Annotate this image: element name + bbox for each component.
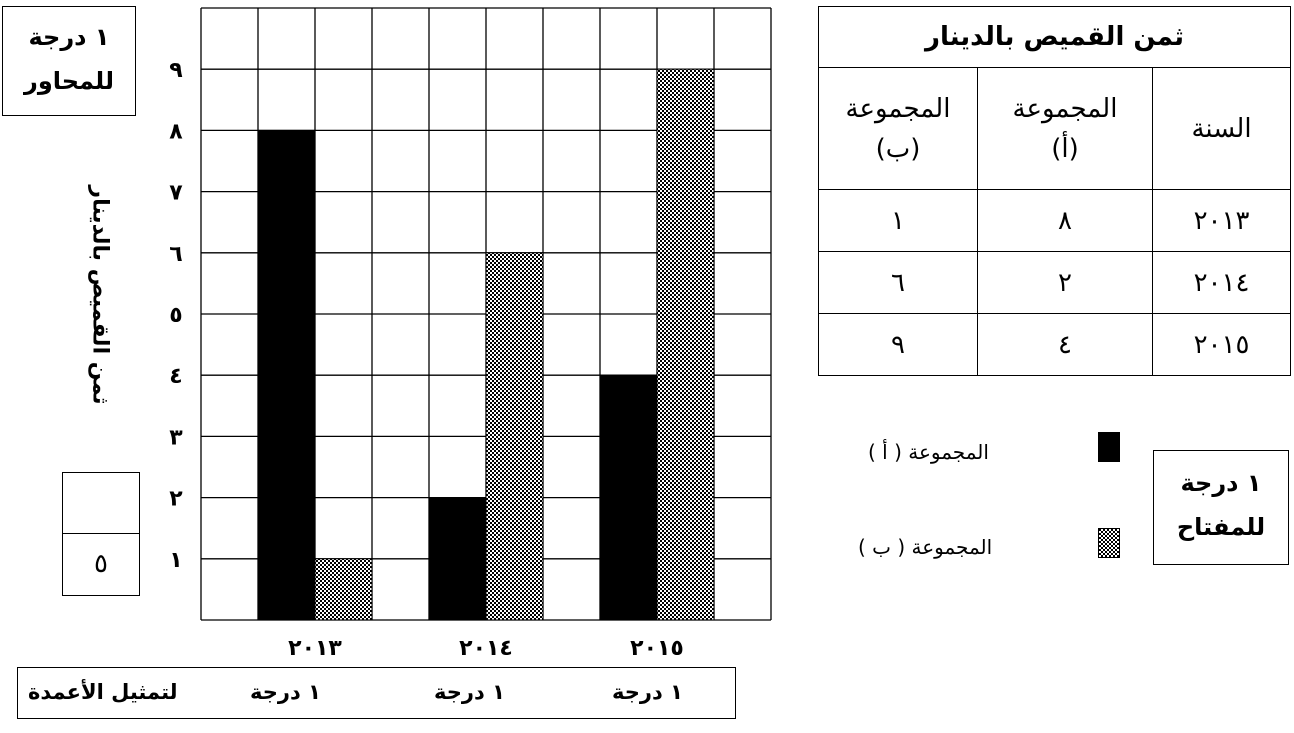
score-box-top: [63, 473, 139, 534]
bar-b-0: [314, 558, 373, 621]
legend-grade-box: ١ درجة للمفتاح: [1153, 450, 1289, 565]
table-row: ٢٠١٤ ٢ ٦: [818, 251, 1291, 314]
key-grade-line1: ١ درجة: [1180, 469, 1262, 497]
chart-bars: [257, 68, 715, 621]
y-tick-label: ١: [169, 548, 182, 573]
legend-label-b: المجموعة ( ب ): [858, 535, 993, 559]
x-axis-categories: ٢٠١٣ ٢٠١٤ ٢٠١٥: [288, 636, 684, 661]
bar-b-1: [485, 252, 544, 621]
bar-b-2: [656, 68, 715, 621]
table-col-a-line1: المجموعة: [1012, 93, 1118, 124]
table-col-b: المجموعة (ب): [818, 67, 978, 190]
table-cell-b: ٦: [818, 251, 978, 314]
price-table: ثمن القميص بالدينار السنة المجموعة (أ) ا…: [818, 6, 1291, 376]
y-tick-label: ٧: [169, 181, 183, 206]
bar-a-1: [428, 497, 487, 621]
table-cell-year: ٢٠١٥: [1152, 313, 1291, 376]
table-col-a-line2: (أ): [1051, 133, 1079, 164]
y-tick-label: ٣: [169, 425, 183, 450]
table-cell-a: ٤: [977, 313, 1153, 376]
bars-grade-strip: لتمثيل الأعمدة ١ درجة ١ درجة ١ درجة: [17, 667, 736, 719]
grade-2013: ١ درجة: [250, 680, 321, 704]
x-category-label: ٢٠١٣: [288, 636, 342, 661]
table-cell-year: ٢٠١٣: [1152, 189, 1291, 252]
bars-grade-label: لتمثيل الأعمدة: [28, 680, 178, 704]
y-tick-label: ٢: [169, 487, 183, 512]
table-col-b-line1: المجموعة: [845, 93, 951, 124]
table-cell-b: ٩: [818, 313, 978, 376]
score-box: ٥: [62, 472, 140, 596]
legend-label-a: المجموعة ( أ ): [868, 440, 989, 464]
bar-a-0: [257, 129, 316, 621]
score-box-value: ٥: [94, 549, 108, 579]
legend-swatch-a: [1098, 432, 1120, 462]
table-cell-a: ٨: [977, 189, 1153, 252]
axis-grade-line1: ١ درجة: [28, 23, 110, 51]
table-cell-a: ٢: [977, 251, 1153, 314]
y-tick-label: ٤: [169, 364, 182, 389]
table-title: ثمن القميص بالدينار: [818, 6, 1291, 68]
bar-a-2: [599, 374, 658, 621]
y-tick-label: ٩: [169, 58, 182, 83]
grade-2015: ١ درجة: [612, 680, 683, 704]
table-col-a: المجموعة (أ): [977, 67, 1153, 190]
x-category-label: ٢٠١٤: [459, 636, 513, 661]
grade-2014: ١ درجة: [434, 680, 505, 704]
table-cell-b: ١: [818, 189, 978, 252]
table-col-year: السنة: [1152, 67, 1291, 190]
y-tick-label: ٨: [169, 119, 183, 144]
legend-swatch-b: [1098, 528, 1120, 558]
table-cell-year: ٢٠١٤: [1152, 251, 1291, 314]
y-tick-label: ٥: [169, 303, 182, 328]
table-col-b-line2: (ب): [875, 133, 921, 164]
y-tick-label: ٦: [169, 242, 182, 267]
x-category-label: ٢٠١٥: [630, 636, 684, 661]
y-axis-title: ثمن القميص بالدينار: [87, 185, 113, 405]
axis-grade-box: ١ درجة للمحاور: [2, 6, 136, 116]
y-axis-ticks: ١ ٢ ٣ ٤ ٥ ٦ ٧ ٨ ٩: [169, 58, 183, 573]
table-row: ٢٠١٣ ٨ ١: [818, 189, 1291, 252]
key-grade-line2: للمفتاح: [1176, 513, 1266, 541]
axis-grade-line2: للمحاور: [24, 67, 114, 95]
table-row: ٢٠١٥ ٤ ٩: [818, 313, 1291, 376]
